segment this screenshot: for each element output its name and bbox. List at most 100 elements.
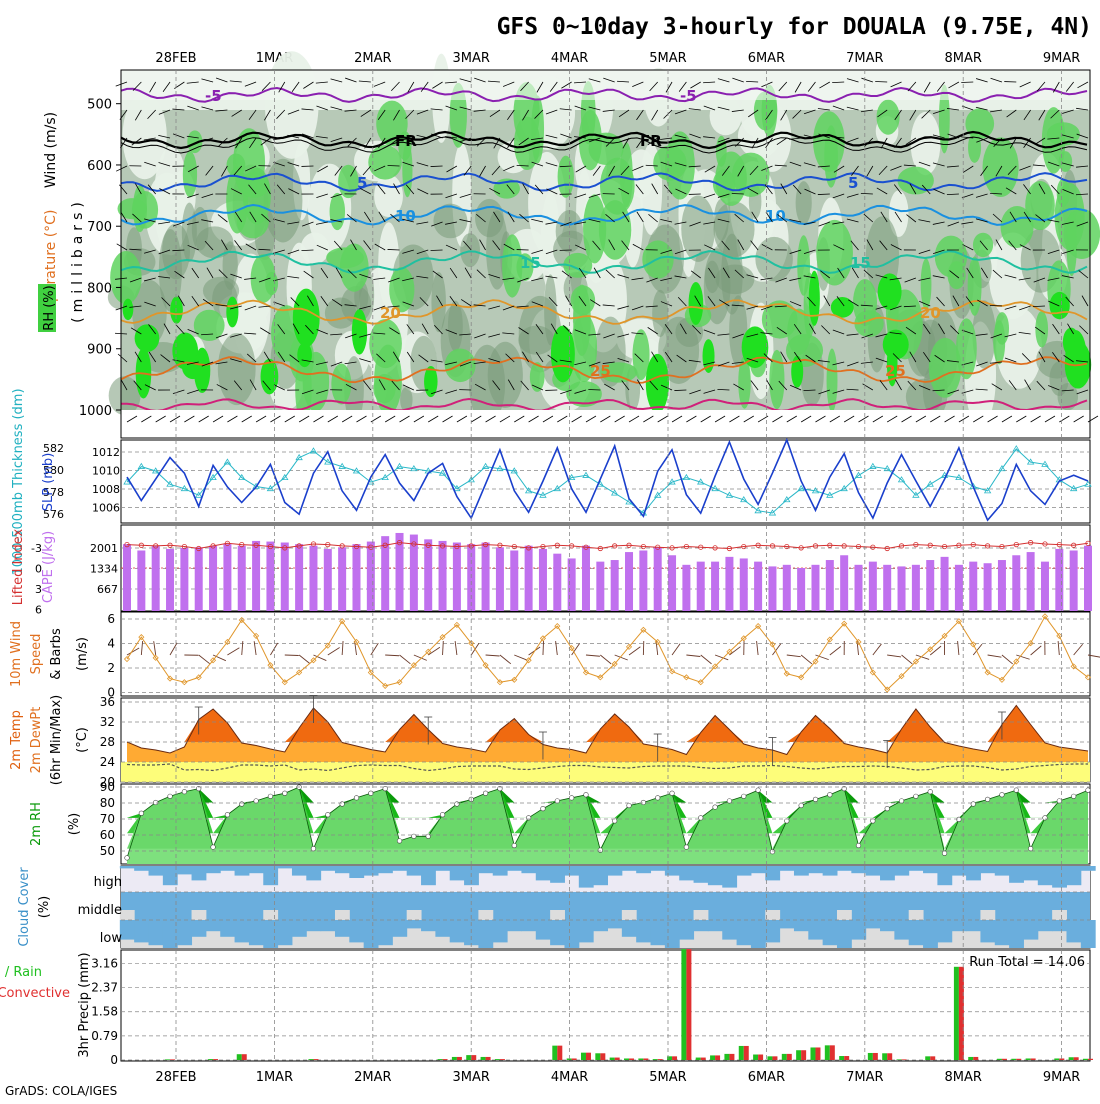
- cape-bar: [1084, 546, 1092, 611]
- isotherm-10-label: 10: [395, 207, 416, 225]
- cape-tick-label: 667: [97, 583, 118, 596]
- label-speed: Speed: [29, 634, 44, 675]
- date-label-bottom: 9MAR: [1043, 1070, 1080, 1085]
- rh-wet-blob: [402, 142, 412, 197]
- cloud-low-bar: [163, 920, 178, 948]
- rh-moist-blob: [109, 376, 141, 415]
- pressure-tick-label: 900: [87, 343, 112, 358]
- precip-total-bar: [767, 1056, 772, 1060]
- date-label-bottom: 2MAR: [354, 1070, 391, 1085]
- cloud-high-bar: [751, 866, 766, 873]
- rh2m-tick-label: 70: [100, 812, 115, 826]
- rh-moist-blob: [218, 333, 256, 405]
- cloud-low-bar: [679, 920, 694, 940]
- precip-convective-bar: [1016, 1059, 1021, 1060]
- rh2m-point: [985, 797, 990, 802]
- cape-bar: [1055, 549, 1063, 611]
- precip-total-bar: [925, 1056, 930, 1060]
- cloud-high-bar: [278, 866, 293, 868]
- cloud-high-bar: [1052, 866, 1067, 888]
- cloud-middle-bar: [837, 910, 852, 920]
- cloud-low-bar: [206, 920, 221, 931]
- cloud-low-bar: [435, 920, 450, 937]
- rh2m-point: [957, 817, 962, 822]
- cloud-low-bar: [608, 920, 623, 928]
- rh-wet-blob: [368, 145, 402, 180]
- precip-total-bar: [495, 1059, 500, 1060]
- rh-wet-blob: [968, 257, 982, 316]
- cloud-low-bar: [507, 920, 522, 931]
- precip-frame: [121, 950, 1090, 1061]
- cloud-low-bar: [249, 920, 264, 945]
- cape-bar: [209, 546, 217, 611]
- label-convective: Convective: [0, 986, 70, 1001]
- cloud-middle-bar: [192, 910, 207, 920]
- cloud-high-bar: [1023, 866, 1038, 880]
- cape-bar: [424, 539, 432, 611]
- upper-air-lower-strip: [121, 410, 1090, 438]
- precip-convective-bar: [1002, 1059, 1007, 1060]
- cloud-high-bar: [478, 866, 493, 873]
- precip-convective-bar: [658, 1059, 663, 1060]
- cloud-low-bar: [263, 920, 278, 948]
- precip-convective-bar: [500, 1059, 505, 1060]
- label-cape: CAPE (J/kg): [41, 531, 56, 603]
- cape-bar: [955, 565, 963, 611]
- rh-wet-blob: [331, 364, 351, 405]
- precip-convective-bar: [830, 1045, 835, 1060]
- upper-wind-barb: [674, 390, 686, 391]
- cape-bar: [711, 562, 719, 611]
- rh2m-point: [225, 812, 230, 817]
- cloud-high-bar: [579, 866, 594, 888]
- rh2m-point: [799, 803, 804, 808]
- slp-frame: [121, 440, 1090, 523]
- rh-moist-blob: [460, 233, 480, 267]
- cape-bar: [496, 547, 504, 611]
- rh2m-point: [268, 794, 273, 799]
- cloud-high-bar: [134, 866, 149, 871]
- precip-total-bar: [237, 1054, 242, 1060]
- rh-wet-blob: [965, 108, 994, 139]
- cloud-low-bar: [980, 920, 995, 942]
- rh2m-point: [584, 792, 589, 797]
- cape-bar: [840, 555, 848, 611]
- cape-tick-label: 1334: [90, 563, 118, 576]
- cloud-high-bar: [694, 866, 709, 883]
- rh2m-point: [541, 806, 546, 811]
- cloud-low-bar: [306, 920, 321, 931]
- cloud-low-bar: [1023, 920, 1038, 940]
- precip-convective-bar: [930, 1056, 935, 1060]
- cloud-high-bar: [220, 866, 235, 871]
- cloud-low-bar: [923, 920, 938, 948]
- cloud-low-bar: [1066, 920, 1081, 942]
- rh2m-point: [397, 839, 402, 844]
- date-label-bottom: 8MAR: [944, 1070, 981, 1085]
- cloud-low-bar: [837, 920, 852, 948]
- rh-wet-blob: [583, 194, 606, 263]
- date-label-bottom: 5MAR: [649, 1070, 686, 1085]
- cape-bar: [266, 542, 274, 611]
- cloud-low-bar: [794, 920, 809, 931]
- rh-saturated-blob: [226, 297, 238, 328]
- precip-total-bar: [567, 1058, 572, 1060]
- cloud-low-bar: [995, 920, 1010, 945]
- rh-wet-blob: [600, 158, 635, 215]
- cloud-low-bar: [407, 920, 422, 928]
- cloud-low-bar: [335, 920, 350, 937]
- cloud-low-bar: [292, 920, 307, 937]
- rh2m-point: [1028, 846, 1033, 851]
- cloud-low-bar: [937, 920, 952, 942]
- cloud-low-bar: [966, 920, 981, 931]
- rh2m-tick-label: 60: [100, 828, 115, 842]
- cloud-low-bar: [808, 920, 823, 940]
- cloud-low-bar: [751, 920, 766, 948]
- precip-convective-bar: [744, 1046, 749, 1060]
- temp-tick-label: 28: [100, 735, 115, 749]
- cloud-low-bar: [192, 920, 207, 937]
- precip-convective-bar: [772, 1056, 777, 1060]
- label-cloud-cover: Cloud Cover: [17, 867, 32, 947]
- precip-convective-bar: [600, 1053, 605, 1060]
- slp-tick-label: 1010: [92, 465, 120, 478]
